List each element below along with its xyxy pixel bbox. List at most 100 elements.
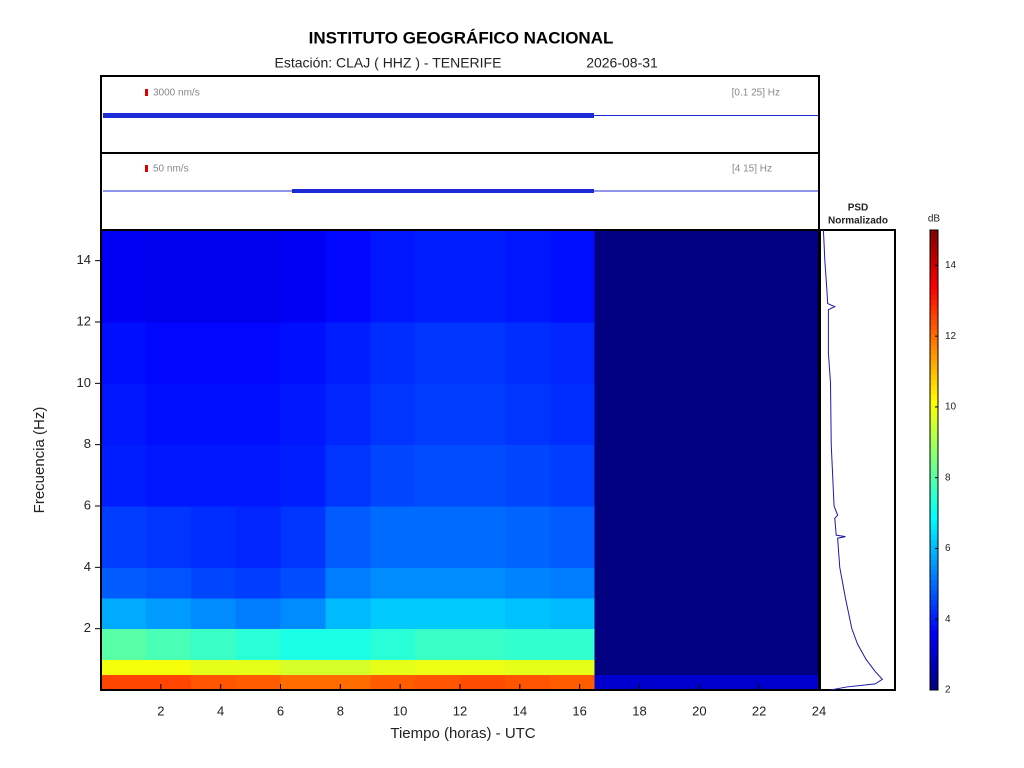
heat-cell <box>370 444 416 507</box>
psd-line <box>822 229 884 691</box>
colorbar-step <box>930 330 938 336</box>
heat-cell <box>460 322 506 384</box>
heat-cell <box>415 659 461 676</box>
heat-cell <box>460 506 506 568</box>
heat-cell <box>504 230 551 323</box>
heat-cell <box>190 674 237 691</box>
heat-cell <box>504 322 551 384</box>
colorbar-step <box>930 675 938 681</box>
heat-cell <box>729 659 775 676</box>
heat-cell <box>460 659 506 676</box>
heat-cell <box>729 598 775 630</box>
heat-cell <box>280 322 326 384</box>
heat-cell <box>639 659 685 676</box>
colorbar-step <box>930 270 938 276</box>
colorbar-step <box>930 530 938 536</box>
heat-cell <box>729 444 775 507</box>
heat-cell <box>145 383 192 446</box>
x-tick-label: 12 <box>453 703 467 718</box>
colorbar-step <box>930 640 938 646</box>
heat-cell <box>504 506 551 568</box>
colorbar-step <box>930 680 938 686</box>
heat-cell <box>774 230 820 323</box>
heat-cell <box>235 567 281 599</box>
heat-cell <box>594 444 640 507</box>
date: 2026-08-31 <box>586 55 658 71</box>
heat-cell <box>639 444 685 507</box>
heat-cell <box>280 506 326 568</box>
heat-cell <box>504 383 551 446</box>
heat-cell <box>370 230 416 323</box>
heat-cell <box>774 506 820 568</box>
heat-cell <box>774 444 820 507</box>
heat-cell <box>460 230 506 323</box>
heat-cell <box>415 230 461 323</box>
colorbar-step <box>930 265 938 271</box>
colorbar-step <box>930 575 938 581</box>
heat-cell <box>684 506 730 568</box>
heat-cell <box>594 628 640 660</box>
heat-cell <box>684 322 730 384</box>
heat-cell <box>325 628 371 660</box>
x-tick-label: 20 <box>692 703 706 718</box>
heat-cell <box>549 444 596 507</box>
colorbar-step <box>930 520 938 526</box>
colorbar-step <box>930 630 938 636</box>
heat-cell <box>370 567 416 599</box>
x-tick-label: 8 <box>337 703 344 718</box>
heat-cell <box>729 506 775 568</box>
colorbar-step <box>930 305 938 311</box>
colorbar-tick-label: 10 <box>945 402 957 413</box>
colorbar-step <box>930 295 938 301</box>
colorbar-step <box>930 620 938 626</box>
colorbar-step <box>930 495 938 501</box>
heat-cell <box>460 383 506 446</box>
heat-cell <box>370 659 416 676</box>
heat-cell <box>280 230 326 323</box>
heat-cell <box>549 674 596 691</box>
heat-cell <box>415 674 461 691</box>
colorbar-step <box>930 375 938 381</box>
colorbar-step <box>930 460 938 466</box>
x-tick-label: 10 <box>393 703 407 718</box>
colorbar-step <box>930 545 938 551</box>
band-label: [4 15] Hz <box>732 164 772 175</box>
heat-cell <box>684 628 730 660</box>
colorbar-step <box>930 440 938 446</box>
heat-cell <box>684 444 730 507</box>
colorbar-step <box>930 380 938 386</box>
heat-cell <box>101 506 147 568</box>
psd-title: Normalizado <box>828 216 888 227</box>
colorbar-step <box>930 655 938 661</box>
heat-cell <box>774 322 820 384</box>
heat-cell <box>684 659 730 676</box>
colorbar-step <box>930 315 938 321</box>
colorbar-step <box>930 665 938 671</box>
y-tick-label: 6 <box>84 497 91 512</box>
heat-cell <box>325 567 371 599</box>
colorbar-step <box>930 320 938 326</box>
colorbar-step <box>930 625 938 631</box>
heat-cell <box>729 674 775 691</box>
heat-cell <box>235 383 281 446</box>
heat-cell <box>101 674 147 691</box>
heat-cell <box>370 506 416 568</box>
heat-cell <box>729 383 775 446</box>
heat-cell <box>415 322 461 384</box>
colorbar-step <box>930 235 938 241</box>
heat-cell <box>101 567 147 599</box>
heat-cell <box>460 567 506 599</box>
trace <box>103 113 594 118</box>
heat-cell <box>460 598 506 630</box>
spectrogram <box>101 230 820 691</box>
colorbar-step <box>930 525 938 531</box>
colorbar-tick-label: 4 <box>945 614 951 625</box>
colorbar-step <box>930 390 938 396</box>
heat-cell <box>145 674 192 691</box>
colorbar-step <box>930 250 938 256</box>
heat-cell <box>325 322 371 384</box>
heat-cell <box>415 567 461 599</box>
colorbar-step <box>930 285 938 291</box>
trace <box>292 189 594 193</box>
